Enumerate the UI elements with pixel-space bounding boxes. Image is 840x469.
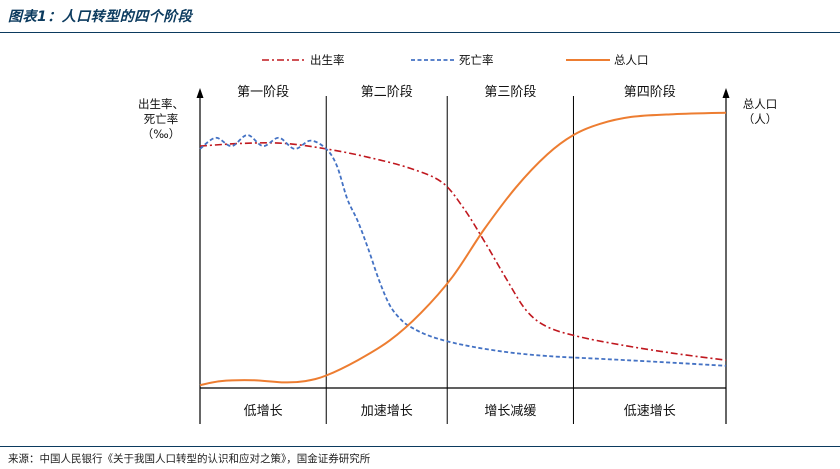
- stage-feature-3: 增长减缓: [484, 404, 536, 419]
- legend-label-death-rate: 死亡率: [459, 53, 494, 67]
- legend-label-total-population: 总人口: [614, 53, 649, 67]
- left-axis-label-line-1: 出生率、: [138, 97, 184, 111]
- stage-name-4: 第四阶段: [624, 85, 676, 100]
- left-axis-label-line-3: （‰）: [142, 127, 180, 141]
- stage-name-1: 第一阶段: [237, 85, 289, 100]
- left-axis-label-line-2: 死亡率: [144, 112, 179, 126]
- stage-feature-4: 低速增长: [624, 404, 676, 419]
- series-line-birth-rate: [199, 142, 727, 361]
- title-underline: [0, 32, 840, 33]
- source-divider: [0, 446, 840, 447]
- left-axis-arrow: [196, 88, 204, 98]
- series-line-total-population: [199, 111, 727, 387]
- stage-name-3: 第三阶段: [484, 85, 536, 100]
- stage-dividers: [196, 88, 730, 424]
- chart-title: 图表1：人口转型的四个阶段: [8, 9, 193, 25]
- series-layer: [199, 111, 727, 387]
- source-note: 来源：中国人民银行《关于我国人口转型的认识和应对之策》，国金证券研究所: [8, 453, 371, 465]
- right-axis-label-line-1: 总人口: [743, 97, 778, 111]
- legend-label-birth-rate: 出生率: [310, 53, 345, 67]
- stage-feature-1: 低增长: [244, 404, 283, 419]
- series-line-death-rate: [199, 134, 727, 367]
- stage-feature-2: 加速增长: [361, 404, 413, 419]
- stage-name-2: 第二阶段: [361, 85, 413, 100]
- right-axis-arrow: [722, 88, 730, 98]
- right-axis-label-line-2: （人）: [743, 112, 778, 126]
- legend: 出生率 死亡率 总人口: [262, 53, 649, 67]
